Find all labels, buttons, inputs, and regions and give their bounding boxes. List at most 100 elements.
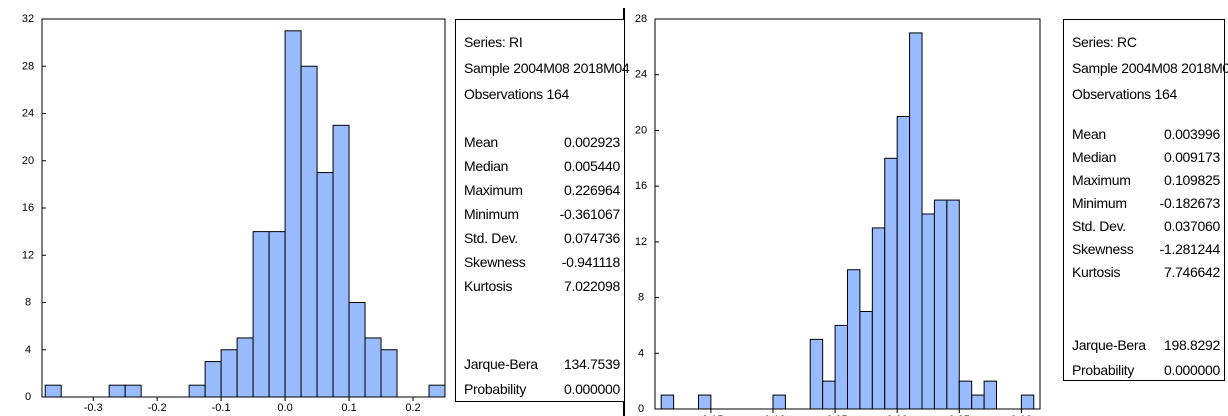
- stats-test-value: 134.7539: [564, 356, 620, 372]
- stats-observations-label: Observations 164: [464, 86, 569, 102]
- stats-row: Minimum -0.182673: [1072, 195, 1220, 215]
- stats-panel-ri: Series: RI Sample 2004M08 2018M04 Observ…: [455, 19, 630, 402]
- stats-panel-rc: Series: RC Sample 2004M08 2018M04 Observ…: [1063, 19, 1228, 382]
- stats-row-value: 0.003996: [1164, 126, 1220, 142]
- stats-row: Std. Dev. 0.037060: [1072, 218, 1220, 238]
- stats-row: Kurtosis 7.746642: [1072, 264, 1220, 284]
- histogram-bar: [364, 337, 382, 398]
- histogram-bar: [316, 172, 334, 398]
- histogram-bar: [300, 65, 318, 398]
- histogram-ri: 0 4 8 12 16 20 24 28 32 -0.3 -0.2 -0.1 0.0 0.1 0.2: [22, 13, 478, 414]
- stats-row: Mean 0.003996: [1072, 126, 1220, 146]
- histogram-bar: [252, 231, 270, 398]
- stats-row-value: 0.005440: [564, 158, 620, 174]
- histogram-bar: [108, 384, 126, 398]
- y-tick-label: 24: [635, 69, 647, 81]
- histogram-bar: [284, 30, 302, 398]
- stats-test-label: Probability: [464, 381, 527, 397]
- stats-row-label: Median: [1072, 149, 1117, 165]
- y-tick-label: 4: [638, 347, 644, 359]
- stats-row-label: Mean: [464, 134, 498, 150]
- stats-row-value: 0.226964: [564, 182, 620, 198]
- plot-frame: [41, 18, 446, 398]
- histogram-bar: [859, 311, 873, 410]
- x-tick-label: -0.05: [823, 414, 848, 416]
- histogram-bar: [236, 337, 254, 398]
- stats-row-value: -0.941118: [561, 254, 621, 270]
- y-tick-label: 24: [22, 108, 34, 120]
- stats-row-value: 0.009173: [1164, 149, 1220, 165]
- histogram-bar: [834, 324, 848, 410]
- stats-row-label: Skewness: [1072, 241, 1134, 257]
- x-tick-label: 0.10: [1011, 414, 1032, 416]
- x-tick-label: 0.05: [949, 414, 970, 416]
- y-tick-label: 0: [25, 391, 31, 403]
- histogram-bar: [124, 384, 142, 398]
- stats-test-label: Jarque-Bera: [1072, 337, 1146, 353]
- stats-observations-label: Observations 164: [1072, 86, 1177, 102]
- histogram-bar: [946, 199, 960, 410]
- stats-test-value: 198.8292: [1164, 337, 1220, 353]
- stats-row-label: Skewness: [464, 254, 526, 270]
- y-tick-label: 12: [22, 249, 34, 261]
- stats-sample-label: Sample 2004M08 2018M04: [1072, 60, 1228, 76]
- histogram-bar: [188, 384, 206, 398]
- histogram-bar: [268, 231, 286, 398]
- histogram-bar: [348, 302, 366, 398]
- x-tick-label: -0.2: [148, 402, 167, 414]
- stats-series-label: Series: RC: [1072, 34, 1137, 50]
- y-tick-label: 16: [635, 180, 647, 192]
- x-tick-label: 0.2: [405, 402, 420, 414]
- histogram-rc: 0 4 8 12 16 20 24 28 -0.15 -0.10 -0.05 0.00 0.05 0.10: [635, 13, 1041, 416]
- stats-series-label: Series: RI: [464, 34, 523, 50]
- histogram-bar: [909, 32, 923, 410]
- histogram-bar: [220, 349, 238, 398]
- x-tick-label: -0.3: [84, 402, 103, 414]
- stats-row: Skewness -0.941118: [464, 254, 620, 274]
- stats-test-row: Probability 0.000000: [1072, 362, 1220, 382]
- histogram-bar: [809, 338, 824, 410]
- histogram-bar: [983, 380, 998, 410]
- histogram-bar: [380, 349, 398, 398]
- stats-test-row: Probability 0.000000: [464, 381, 620, 401]
- stats-row-value: 7.746642: [1164, 264, 1220, 280]
- y-tick-label: 32: [22, 13, 34, 25]
- stats-row-value: 0.002923: [564, 134, 620, 150]
- stats-row: Mean 0.002923: [464, 134, 620, 154]
- x-tick-label: -0.15: [698, 414, 723, 416]
- stats-row-value: 0.109825: [1164, 172, 1220, 188]
- histogram-bar: [660, 394, 675, 410]
- y-tick-label: 16: [22, 202, 34, 214]
- stats-row: Median 0.009173: [1072, 149, 1220, 169]
- histogram-bar: [971, 394, 985, 410]
- stats-row: Minimum -0.361067: [464, 206, 620, 226]
- histogram-bar: [772, 394, 786, 410]
- histogram-bar: [933, 199, 948, 410]
- stats-row-value: -1.281244: [1159, 241, 1221, 257]
- stats-test-value: 0.000000: [564, 381, 620, 397]
- histogram-bar: [871, 227, 886, 410]
- stats-row-label: Maximum: [1072, 172, 1131, 188]
- histogram-bar: [896, 116, 911, 410]
- y-tick-label: 20: [635, 124, 647, 136]
- histogram-bar: [44, 384, 62, 398]
- stats-test-value: 0.000000: [1164, 362, 1220, 378]
- x-tick-label: 0.00: [886, 414, 907, 416]
- stats-row-value: -0.361067: [559, 206, 621, 222]
- stats-row-label: Mean: [1072, 126, 1106, 142]
- histogram-bar: [822, 380, 836, 410]
- stats-row: Skewness -1.281244: [1072, 241, 1220, 261]
- x-tick-label: 0.0: [277, 402, 292, 414]
- y-tick-label: 28: [22, 60, 34, 72]
- y-tick-label: 8: [638, 292, 644, 304]
- stats-row: Kurtosis 7.022098: [464, 278, 620, 298]
- y-tick-label: 20: [22, 155, 34, 167]
- x-tick-label: -0.10: [760, 414, 785, 416]
- stats-row: Maximum 0.226964: [464, 182, 620, 202]
- stats-row-value: -0.182673: [1159, 195, 1221, 211]
- stats-row: Std. Dev. 0.074736: [464, 230, 620, 250]
- histogram-bar: [921, 213, 935, 410]
- stats-row-label: Minimum: [1072, 195, 1127, 211]
- y-tick-label: 4: [25, 344, 31, 356]
